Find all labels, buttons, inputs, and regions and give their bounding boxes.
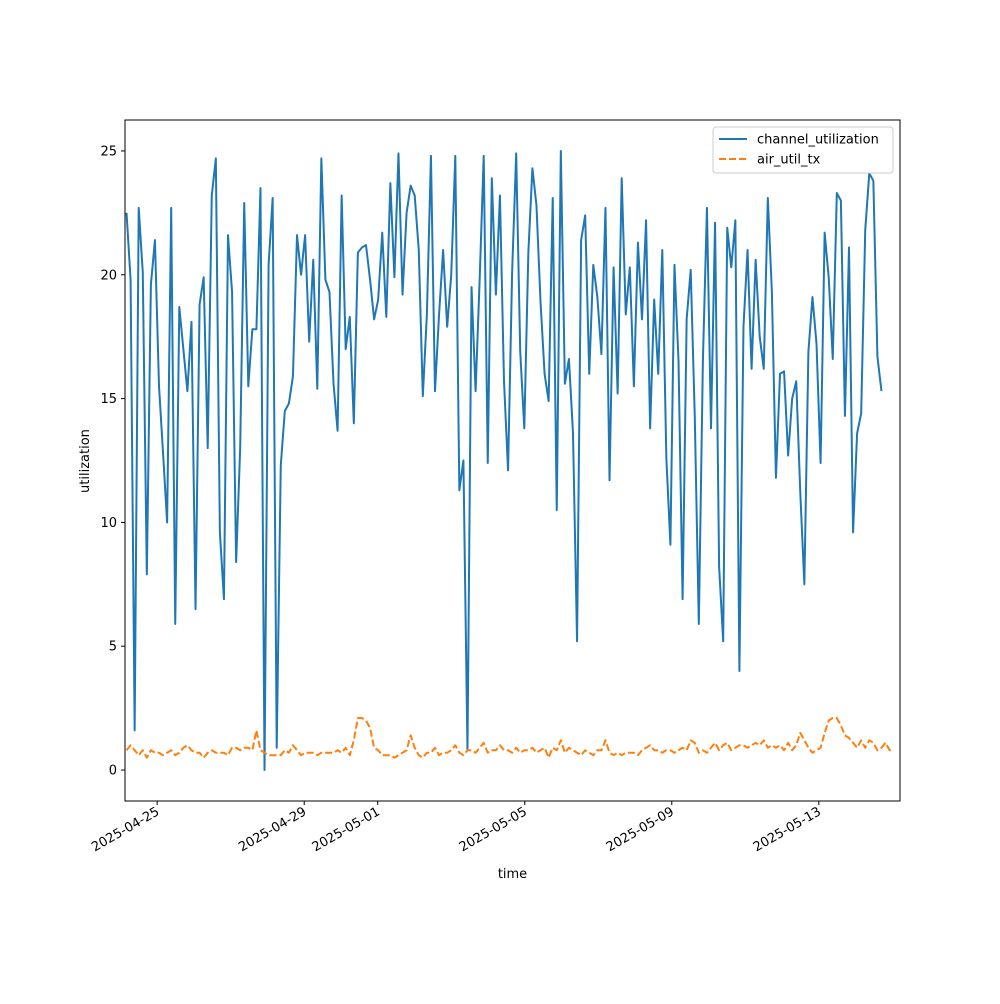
x-axis-label: time (498, 867, 527, 882)
y-tick-label: 25 (100, 144, 117, 159)
series-line-channel-utilization (125, 149, 883, 772)
y-axis-label: utilization (78, 429, 93, 493)
legend-box (712, 126, 894, 174)
legend: channel_utilization air_util_tx (712, 126, 894, 174)
plot-area (125, 149, 894, 772)
y-tick-label: 20 (100, 268, 117, 283)
series-line-air-util-tx (125, 717, 894, 759)
axes-frame (124, 119, 901, 802)
legend-label-air-util-tx: air_util_tx (757, 153, 821, 168)
y-tick-label: 5 (109, 640, 117, 655)
y-tick-label: 10 (100, 516, 117, 531)
legend-label-channel-utilization: channel_utilization (757, 133, 879, 148)
y-tick-label: 15 (100, 392, 117, 407)
y-tick-label: 0 (109, 764, 117, 779)
